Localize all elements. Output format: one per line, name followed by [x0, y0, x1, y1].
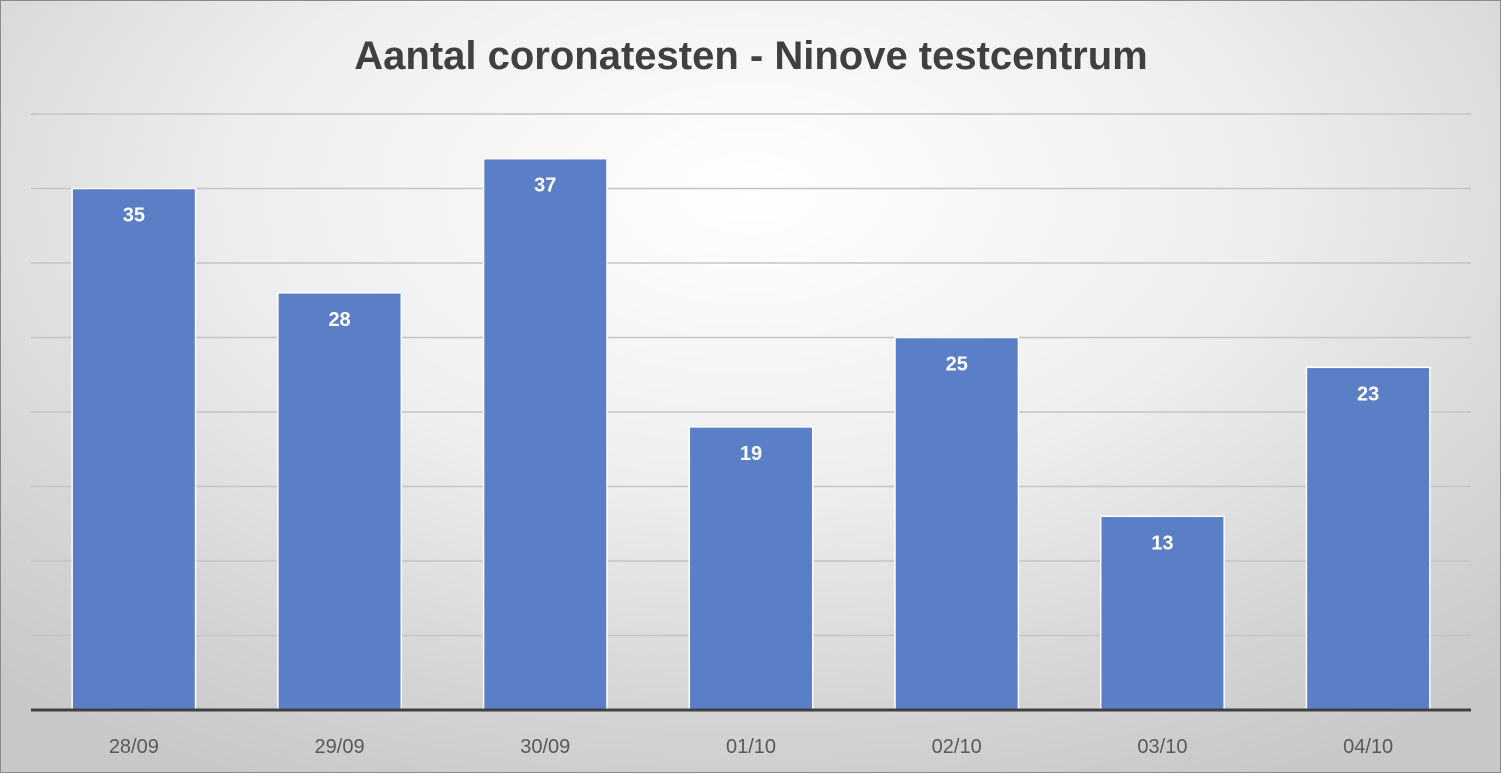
data-label: 13: [1151, 532, 1173, 554]
bar: [71, 187, 197, 711]
x-tick-label: 30/09: [520, 736, 570, 758]
bar: [482, 157, 608, 711]
bar: [1099, 515, 1225, 711]
bar: [277, 292, 403, 711]
x-tick-label: 29/09: [315, 736, 365, 758]
x-tick-label: 02/10: [932, 736, 982, 758]
x-tick-label: 28/09: [109, 736, 159, 758]
bar: [688, 426, 814, 711]
data-label: 23: [1357, 383, 1379, 405]
bar: [1305, 366, 1431, 711]
x-tick-label: 04/10: [1343, 736, 1393, 758]
data-label: 25: [946, 354, 968, 376]
x-tick-label: 01/10: [726, 736, 776, 758]
bar: [894, 336, 1020, 711]
data-label: 37: [534, 175, 556, 197]
data-label: 35: [123, 205, 145, 227]
data-label: 19: [740, 443, 762, 465]
data-label: 28: [328, 309, 350, 331]
chart-title: Aantal coronatesten - Ninove testcentrum: [354, 34, 1148, 78]
x-tick-label: 03/10: [1137, 736, 1187, 758]
